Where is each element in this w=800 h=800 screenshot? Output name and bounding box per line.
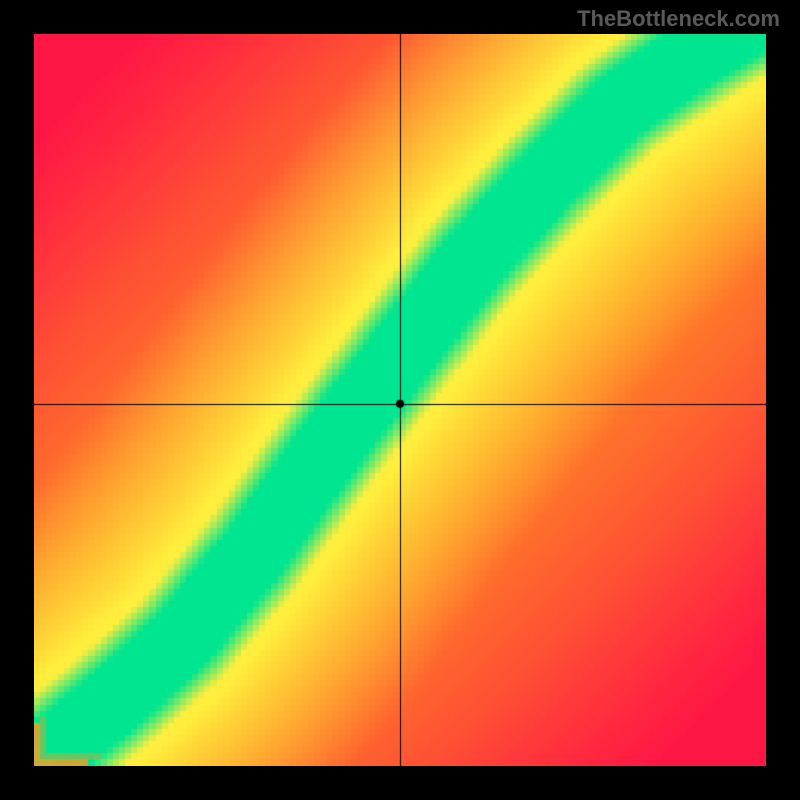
chart-stage: TheBottleneck.com [0,0,800,800]
attribution-text: TheBottleneck.com [577,6,780,32]
bottleneck-heatmap [34,34,766,766]
